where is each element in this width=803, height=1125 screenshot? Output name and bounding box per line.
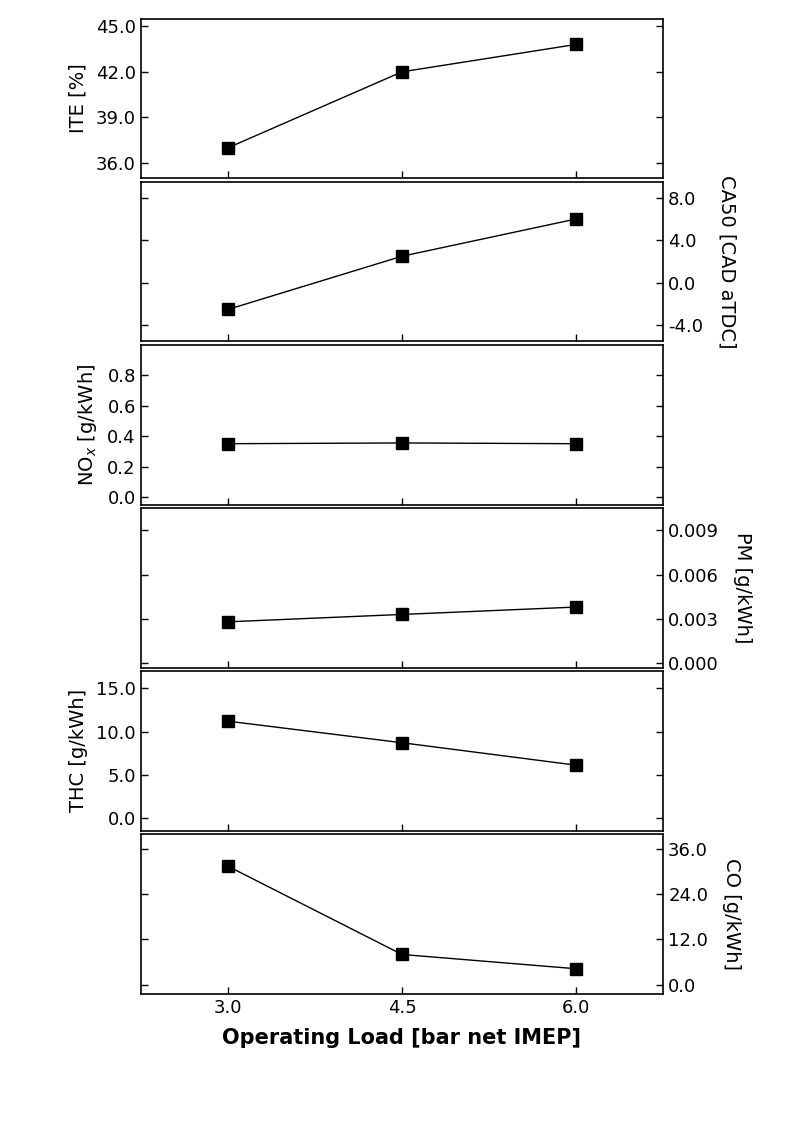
Y-axis label: THC [g/kWh]: THC [g/kWh] xyxy=(68,690,88,812)
Y-axis label: NO$_x$ [g/kWh]: NO$_x$ [g/kWh] xyxy=(76,363,99,486)
X-axis label: Operating Load [bar net IMEP]: Operating Load [bar net IMEP] xyxy=(222,1028,581,1047)
Y-axis label: PM [g/kWh]: PM [g/kWh] xyxy=(732,532,751,644)
Y-axis label: CA50 [CAD aTDC]: CA50 [CAD aTDC] xyxy=(716,174,735,349)
Y-axis label: ITE [%]: ITE [%] xyxy=(68,63,88,133)
Y-axis label: CO [g/kWh]: CO [g/kWh] xyxy=(721,858,740,970)
